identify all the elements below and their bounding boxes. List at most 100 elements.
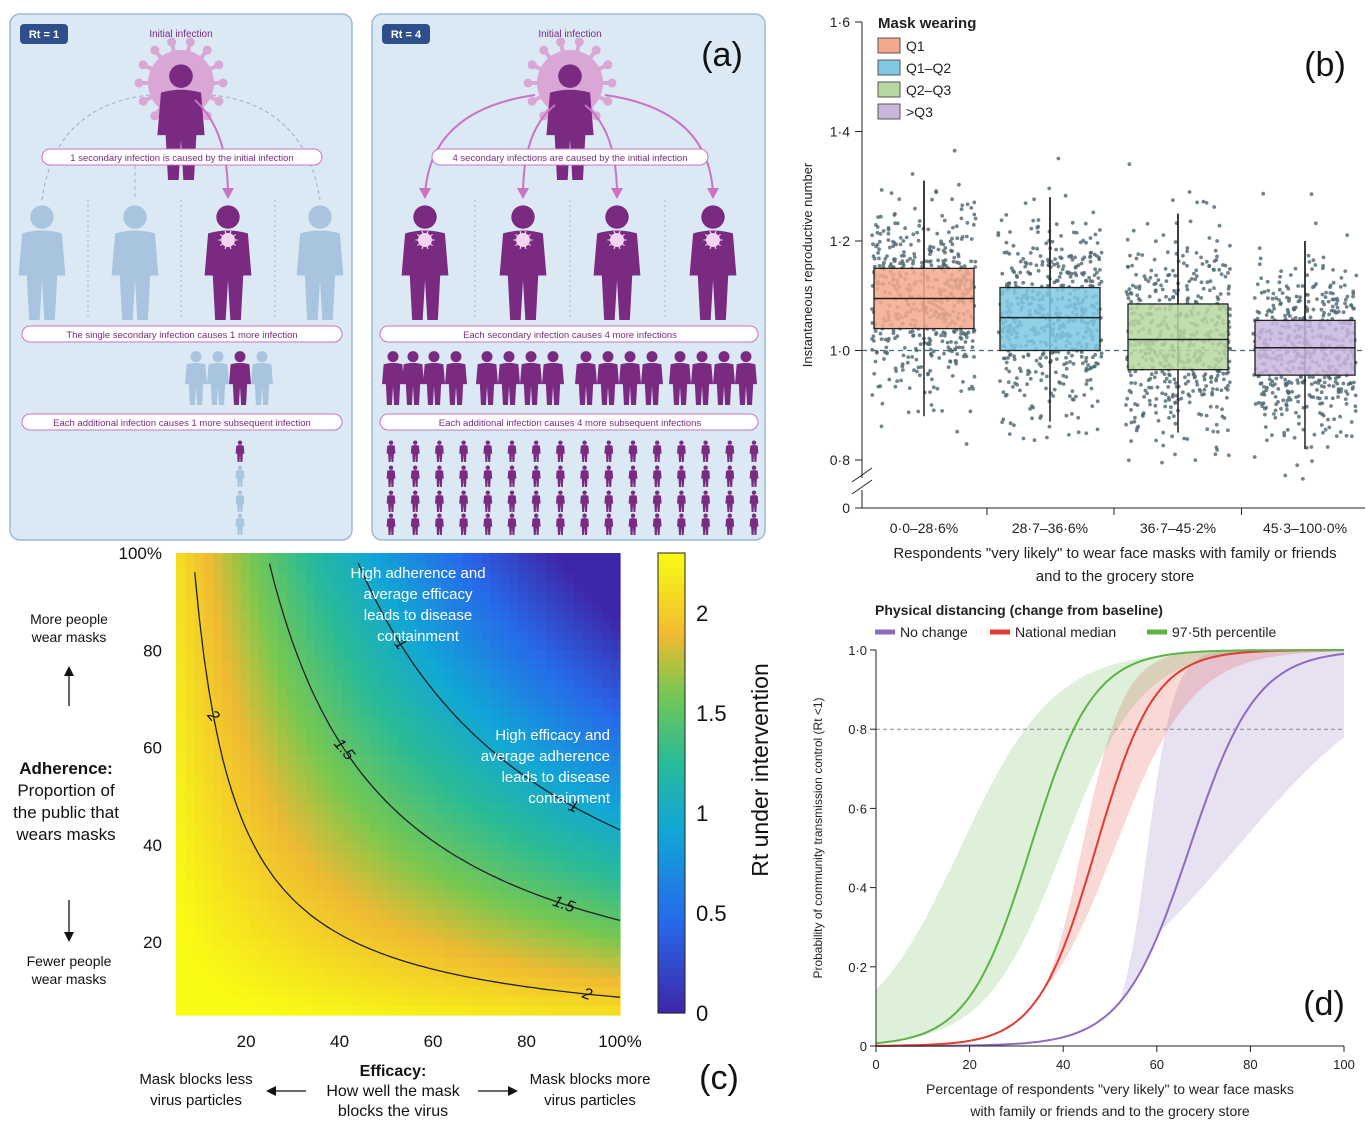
heatmap-cell <box>203 572 214 583</box>
data-point <box>1128 253 1132 258</box>
heatmap-cell <box>462 784 473 795</box>
heatmap-cell <box>472 841 482 852</box>
heatmap-cell <box>203 601 214 612</box>
data-point <box>1026 372 1030 377</box>
heatmap-cell <box>490 870 501 881</box>
heatmap-cell <box>222 880 233 891</box>
person-body <box>531 495 541 512</box>
person-body <box>689 230 737 320</box>
heatmap-cell <box>610 774 621 785</box>
data-point <box>1093 232 1098 237</box>
heatmap-cell <box>361 928 371 939</box>
heatmap-cell <box>481 697 492 708</box>
heatmap-cell <box>509 658 519 670</box>
heatmap-cell <box>194 668 205 679</box>
heatmap-cell <box>250 822 260 833</box>
heatmap-cell <box>518 649 529 660</box>
heatmap-cell <box>185 697 196 708</box>
heatmap-cell <box>388 562 399 573</box>
data-point <box>1282 433 1287 438</box>
heatmap-cell <box>314 784 325 795</box>
data-point <box>886 238 891 243</box>
person-head <box>534 465 539 470</box>
heatmap-cell <box>314 938 325 949</box>
heatmap-cell <box>398 841 408 852</box>
heatmap-cell <box>342 774 353 785</box>
heatmap-cell <box>240 755 251 766</box>
data-point <box>881 229 886 233</box>
data-point <box>1213 248 1218 253</box>
heatmap-cell <box>240 793 251 804</box>
heatmap-cell <box>231 870 242 881</box>
data-point <box>1266 309 1270 314</box>
heatmap-cell <box>240 572 251 583</box>
heatmap-cell <box>555 735 566 747</box>
person-icon <box>677 465 686 487</box>
heatmap-cell <box>610 957 621 968</box>
heatmap-cell <box>472 784 482 795</box>
data-point <box>1179 396 1184 401</box>
data-point <box>929 352 933 357</box>
heatmap-cell <box>379 572 390 583</box>
data-point <box>954 224 959 229</box>
data-point <box>1064 361 1069 365</box>
heatmap-cell <box>194 861 205 872</box>
heatmap-cell <box>527 774 538 785</box>
heatmap-cell <box>351 812 362 824</box>
heatmap-cell <box>250 707 260 718</box>
data-point <box>1134 428 1139 433</box>
data-point <box>1309 382 1314 387</box>
heatmap-cell <box>610 803 621 814</box>
heatmap-cell <box>583 812 593 824</box>
data-point <box>1053 257 1057 261</box>
heatmap-cell <box>610 726 621 737</box>
heatmap-cell <box>472 909 482 920</box>
heatmap-cell <box>407 957 418 968</box>
heatmap-cell <box>536 1005 547 1016</box>
person-body <box>207 362 229 405</box>
heatmap-cell <box>583 620 593 631</box>
heatmap-cell <box>527 812 538 824</box>
heatmap-cell <box>444 764 455 775</box>
data-point <box>1193 277 1198 282</box>
heatmap-cell <box>277 861 288 872</box>
heatmap-cell <box>592 793 603 804</box>
data-point <box>972 374 977 379</box>
heatmap-cell <box>592 610 603 621</box>
data-point <box>1089 386 1094 391</box>
person-icon <box>459 440 468 462</box>
heatmap-cell <box>185 976 196 987</box>
heatmap-cell <box>361 591 371 602</box>
heatmap-cell <box>592 861 603 872</box>
rt4-badge: Rt = 4 <box>391 29 422 41</box>
heatmap-cell <box>314 562 325 573</box>
heatmap-cell <box>583 986 593 997</box>
heatmap-cell <box>610 976 621 987</box>
heatmap-cell <box>388 726 399 737</box>
heatmap-cell <box>213 832 223 843</box>
person-icon <box>499 205 547 320</box>
heatmap-cell <box>388 601 399 612</box>
heatmap-cell <box>268 957 279 968</box>
data-point <box>950 236 954 241</box>
data-point <box>906 355 911 359</box>
heatmap-cell <box>259 630 270 641</box>
arrowhead <box>419 188 431 199</box>
heatmap-cell <box>231 986 242 997</box>
heatmap-cell <box>333 678 344 689</box>
heatmap-cell <box>185 678 196 689</box>
data-point <box>1001 356 1006 361</box>
person-head <box>703 490 708 495</box>
data-point <box>1171 414 1176 418</box>
heatmap-cell <box>490 957 501 968</box>
heatmap-cell <box>453 861 464 872</box>
data-point <box>1084 366 1089 371</box>
data-point <box>1085 378 1090 383</box>
heatmap-cell <box>398 918 408 929</box>
heatmap-cell <box>425 822 436 833</box>
heatmap-cell <box>601 630 612 641</box>
heatmap-cell <box>222 591 233 602</box>
heatmap-cell <box>416 880 427 891</box>
data-point <box>1263 412 1267 417</box>
heatmap-cell <box>370 957 381 968</box>
